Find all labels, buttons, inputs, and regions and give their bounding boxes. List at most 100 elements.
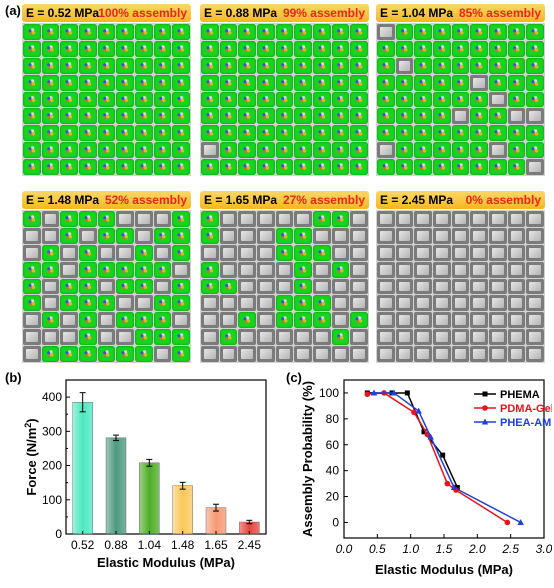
assembled-cell bbox=[201, 40, 219, 57]
assembled-cell bbox=[41, 57, 60, 74]
empty-cell bbox=[507, 278, 526, 295]
assembled-cell bbox=[134, 142, 153, 159]
assembled-cell bbox=[414, 108, 432, 125]
empty-cell bbox=[153, 211, 172, 227]
assembled-cell bbox=[60, 211, 78, 227]
data-point bbox=[390, 389, 398, 396]
grid-header: E = 0.52 MPa 100% assembly bbox=[22, 4, 191, 22]
assembled-cell bbox=[470, 40, 488, 57]
empty-cell bbox=[201, 142, 219, 159]
assembled-cell bbox=[331, 40, 350, 57]
assembled-cell bbox=[432, 159, 451, 175]
empty-cell bbox=[377, 211, 395, 227]
empty-cell bbox=[507, 227, 526, 244]
assembled-cell bbox=[432, 142, 451, 159]
assembled-cell bbox=[377, 40, 395, 57]
x-tick-label: 0.0 bbox=[336, 542, 353, 556]
assembled-cell bbox=[256, 91, 275, 108]
grid-panel-0: E = 0.52 MPa 100% assembly bbox=[22, 4, 191, 176]
assembled-cell bbox=[451, 74, 470, 91]
empty-cell bbox=[238, 244, 256, 261]
assembled-cell bbox=[41, 346, 60, 362]
assembled-cell bbox=[275, 91, 294, 108]
assembled-cell bbox=[350, 125, 368, 142]
assembled-cell bbox=[116, 261, 134, 278]
assembled-cell bbox=[201, 24, 219, 40]
empty-cell bbox=[238, 278, 256, 295]
empty-cell bbox=[331, 346, 350, 362]
assembled-cell bbox=[116, 125, 134, 142]
assembled-cell bbox=[294, 74, 312, 91]
assembled-cell bbox=[23, 108, 41, 125]
y-tick-label: 200 bbox=[42, 459, 62, 473]
assembled-cell bbox=[41, 159, 60, 175]
empty-cell bbox=[350, 227, 368, 244]
assembled-cell bbox=[172, 142, 190, 159]
assembled-cell bbox=[78, 295, 97, 312]
assembled-cell bbox=[350, 108, 368, 125]
assembled-cell bbox=[256, 24, 275, 40]
assembled-cell bbox=[60, 346, 78, 362]
assembly-percent-label: 85% assembly bbox=[458, 6, 541, 20]
empty-cell bbox=[432, 312, 451, 329]
empty-cell bbox=[451, 261, 470, 278]
assembled-cell bbox=[23, 40, 41, 57]
assembled-cell bbox=[78, 57, 97, 74]
assembled-cell bbox=[134, 74, 153, 91]
grid-header: E = 1.04 MPa 85% assembly bbox=[376, 4, 545, 22]
assembled-cell bbox=[395, 108, 414, 125]
assembled-cell bbox=[294, 244, 312, 261]
assembled-cell bbox=[219, 108, 238, 125]
assembled-cell bbox=[60, 91, 78, 108]
assembled-cell bbox=[153, 312, 172, 329]
assembled-cell bbox=[78, 278, 97, 295]
assembled-cell bbox=[172, 57, 190, 74]
assembled-cell bbox=[275, 108, 294, 125]
assembled-cell bbox=[312, 211, 331, 227]
assembled-cell bbox=[41, 142, 60, 159]
panel-label-b: (b) bbox=[5, 370, 22, 385]
grid-header: E = 0.88 MPa 99% assembly bbox=[200, 4, 369, 22]
empty-cell bbox=[507, 244, 526, 261]
assembled-cell bbox=[97, 295, 116, 312]
assembled-cell bbox=[507, 91, 526, 108]
assembly-probability-line-chart: 0.0 0.5 1.0 1.5 2.0 2.5 3.0 0 20 40 60 80 100 Elastic… bbox=[300, 379, 552, 577]
empty-cell bbox=[470, 244, 488, 261]
assembled-cell bbox=[172, 211, 190, 227]
bar bbox=[72, 402, 93, 535]
empty-cell bbox=[201, 244, 219, 261]
assembled-cell bbox=[238, 91, 256, 108]
assembled-cell bbox=[134, 329, 153, 346]
assembled-cell bbox=[312, 295, 331, 312]
empty-cell bbox=[507, 108, 526, 125]
assembled-cell bbox=[41, 125, 60, 142]
empty-cell bbox=[331, 227, 350, 244]
empty-cell bbox=[201, 346, 219, 362]
assembled-cell bbox=[312, 312, 331, 329]
empty-cell bbox=[507, 211, 526, 227]
empty-cell bbox=[201, 295, 219, 312]
assembled-cell bbox=[294, 227, 312, 244]
empty-cell bbox=[395, 244, 414, 261]
assembled-cell bbox=[172, 125, 190, 142]
assembled-cell bbox=[331, 74, 350, 91]
assembled-cell bbox=[350, 40, 368, 57]
assembled-cell bbox=[238, 24, 256, 40]
assembled-cell bbox=[488, 74, 507, 91]
x-tick-label: 1.0 bbox=[402, 542, 419, 556]
empty-cell bbox=[238, 261, 256, 278]
data-point bbox=[364, 391, 371, 398]
assembled-cell bbox=[275, 295, 294, 312]
assembled-cell bbox=[451, 125, 470, 142]
assembled-cell bbox=[275, 227, 294, 244]
empty-cell bbox=[41, 329, 60, 346]
assembled-cell bbox=[451, 91, 470, 108]
empty-cell bbox=[60, 312, 78, 329]
assembled-cell bbox=[78, 24, 97, 40]
empty-cell bbox=[23, 227, 41, 244]
empty-cell bbox=[395, 295, 414, 312]
empty-cell bbox=[256, 261, 275, 278]
assembled-cell bbox=[331, 57, 350, 74]
empty-cell bbox=[526, 295, 544, 312]
empty-cell bbox=[451, 312, 470, 329]
